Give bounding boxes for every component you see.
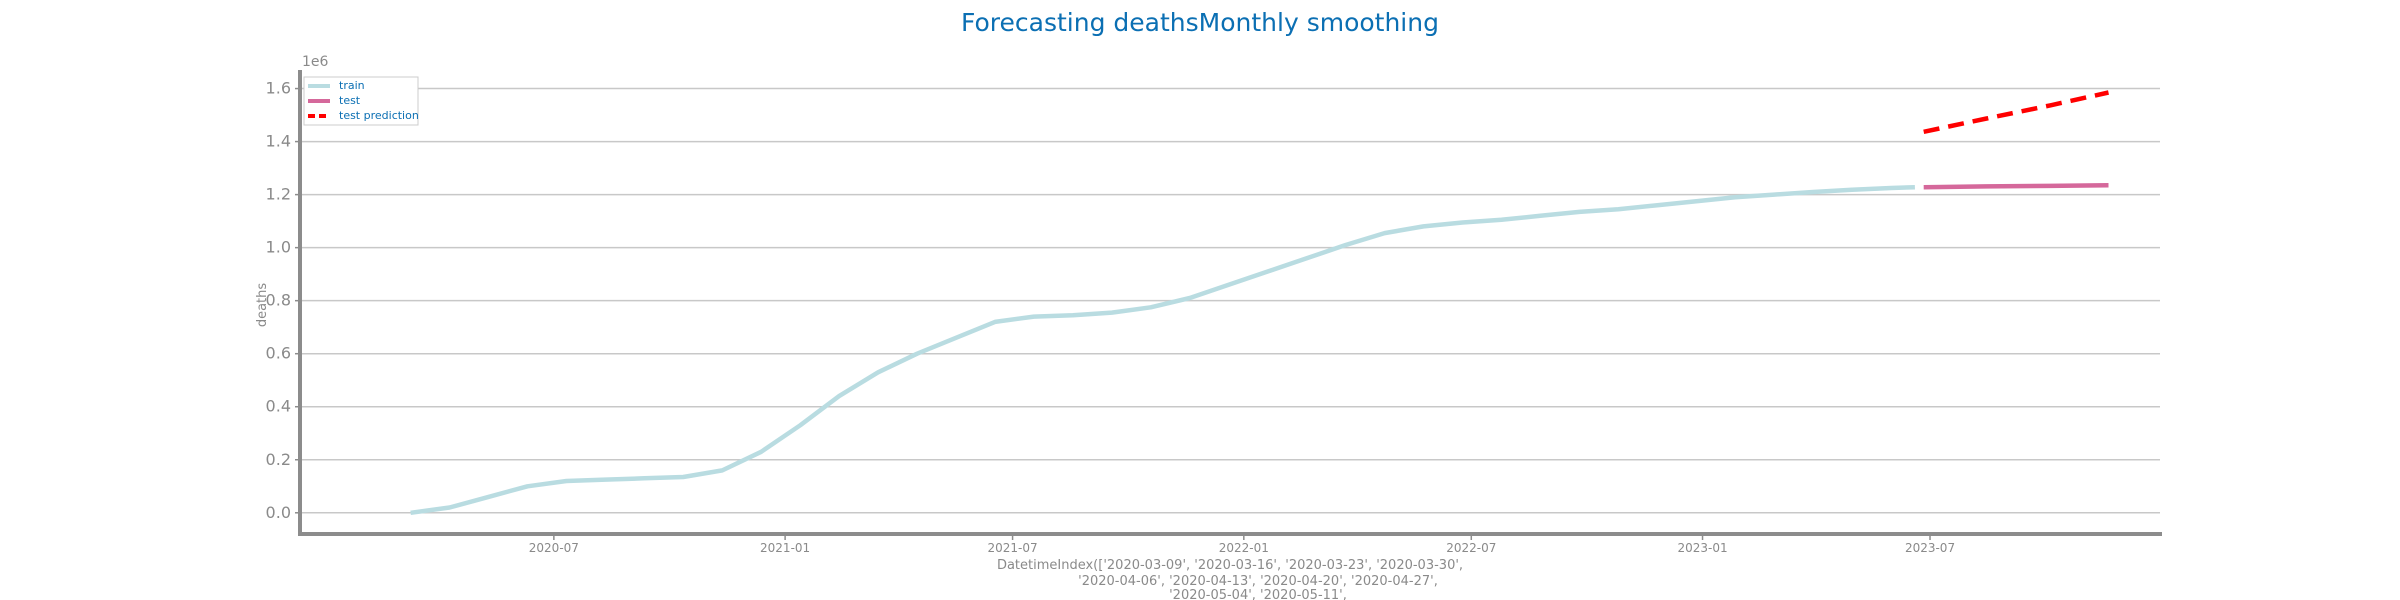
- x-tick-label: 2023-01: [1677, 541, 1727, 555]
- x-tick-label: 2020-07: [529, 541, 579, 555]
- legend-label-test-prediction: test prediction: [339, 109, 419, 122]
- legend: train test test prediction: [303, 76, 419, 126]
- chart-title: Forecasting deathsMonthly smoothing: [961, 8, 1439, 37]
- y-tick-label: 0.6: [266, 344, 291, 363]
- x-tick-label: 2022-01: [1219, 541, 1269, 555]
- series-line-test: [1923, 183, 2109, 190]
- y-scale-label: 1e6: [302, 54, 329, 70]
- x-tick-label: 2021-07: [988, 541, 1038, 555]
- x-axis-label-line: DatetimeIndex(['2020-03-09', '2020-03-16…: [997, 558, 1463, 573]
- y-tick-label: 1.2: [266, 185, 291, 204]
- axes: [298, 70, 2162, 536]
- x-axis-label-line: '2020-04-06', '2020-04-13', '2020-04-20'…: [1078, 574, 1438, 589]
- y-tick-label: 0.2: [266, 450, 291, 469]
- x-tick-label: 2021-01: [760, 541, 810, 555]
- y-axis-ticks: 0.0 0.2 0.4 0.6 0.8 1.0 1.2 1.4 1.6: [266, 79, 300, 522]
- y-tick-label: 0.8: [266, 291, 291, 310]
- grid: [300, 87, 2160, 514]
- y-tick-label: 1.6: [266, 79, 291, 98]
- y-tick-label: 1.0: [266, 238, 291, 257]
- x-axis-ticks: 2020-07 2021-01 2021-07 2022-01 2022-07 2023-…: [529, 534, 1955, 555]
- x-axis-label-line: '2020-05-04', '2020-05-11',: [1169, 588, 1347, 600]
- x-tick-label: 2023-07: [1905, 541, 1955, 555]
- y-tick-label: 1.4: [266, 132, 291, 151]
- legend-label-train: train: [339, 79, 365, 92]
- series-line-test-prediction: [1923, 90, 2109, 135]
- legend-label-test: test: [339, 94, 361, 107]
- x-axis-label: DatetimeIndex(['2020-03-09', '2020-03-16…: [997, 558, 1463, 600]
- series-line-train: [410, 184, 1915, 516]
- y-tick-label: 0.4: [266, 397, 291, 416]
- y-tick-label: 0.0: [266, 503, 291, 522]
- x-tick-label: 2022-07: [1446, 541, 1496, 555]
- series-lines: [410, 90, 2109, 516]
- y-axis-label: deaths: [255, 283, 270, 328]
